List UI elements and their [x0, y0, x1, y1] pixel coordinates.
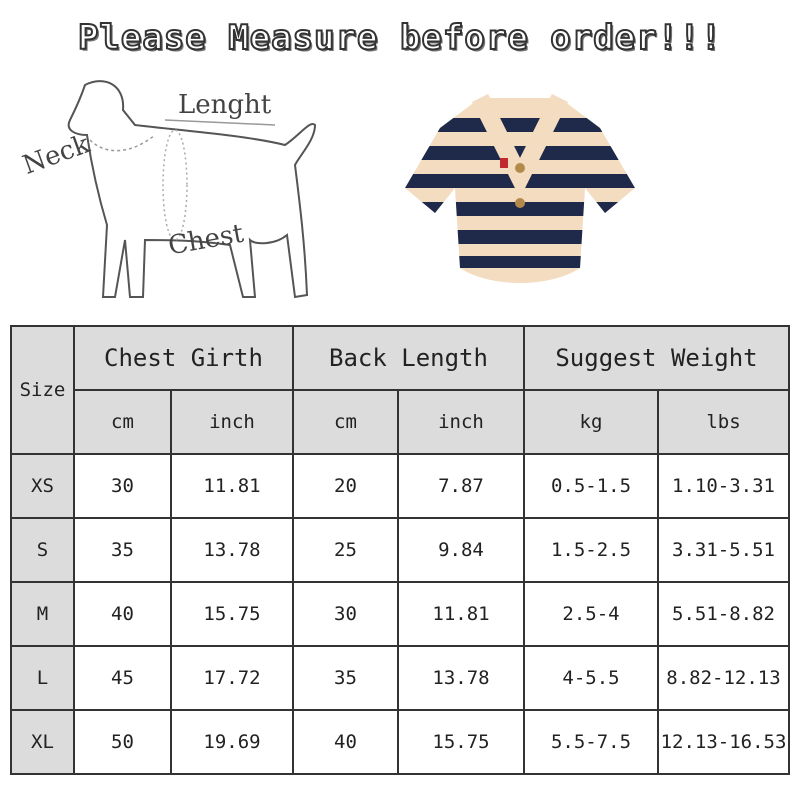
value-cell: 0.5-1.5: [523, 453, 659, 519]
sweater-image: [405, 93, 635, 283]
unit-header: inch: [397, 389, 525, 455]
size-cell: L: [10, 645, 75, 711]
value-cell: 25: [292, 517, 399, 583]
value-cell: 11.81: [170, 453, 294, 519]
unit-header-row: cm inch cm inch kg lbs: [11, 389, 790, 455]
size-cell: XS: [10, 453, 75, 519]
value-cell: 19.69: [170, 709, 294, 775]
value-cell: 20: [292, 453, 399, 519]
table-row: S 35 13.78 25 9.84 1.5-2.5 3.31-5.51: [10, 517, 790, 583]
value-cell: 40: [292, 709, 399, 775]
page-title: Please Measure before order!!!: [77, 17, 723, 59]
value-cell: 15.75: [170, 581, 294, 647]
value-cell: 11.81: [397, 581, 525, 647]
value-cell: 15.75: [397, 709, 525, 775]
value-cell: 5.5-7.5: [523, 709, 659, 775]
value-cell: 50: [73, 709, 172, 775]
value-cell: 30: [73, 453, 172, 519]
value-cell: 4-5.5: [523, 645, 659, 711]
value-cell: 40: [73, 581, 172, 647]
size-header: Size: [10, 325, 75, 455]
value-cell: 13.78: [170, 517, 294, 583]
value-cell: 7.87: [397, 453, 525, 519]
table-row: L 45 17.72 35 13.78 4-5.5 8.82-12.13: [10, 645, 790, 711]
table-row: M 40 15.75 30 11.81 2.5-4 5.51-8.82: [10, 581, 790, 647]
unit-header: cm: [292, 389, 399, 455]
size-chart-table: Size Chest Girth Back Length Suggest Wei…: [10, 325, 790, 775]
value-cell: 8.82-12.13: [657, 645, 790, 711]
group-header-row: Size Chest Girth Back Length Suggest Wei…: [10, 325, 790, 455]
value-cell: 9.84: [397, 517, 525, 583]
dog-measurement-diagram: [67, 80, 317, 299]
value-cell: 35: [292, 645, 399, 711]
value-cell: 1.10-3.31: [657, 453, 790, 519]
value-cell: 3.31-5.51: [657, 517, 790, 583]
size-cell: S: [10, 517, 75, 583]
group-header: Back Length: [292, 325, 525, 391]
group-header: Suggest Weight: [523, 325, 790, 391]
unit-header: lbs: [657, 389, 790, 455]
value-cell: 45: [73, 645, 172, 711]
length-label: Lenght: [178, 90, 272, 120]
value-cell: 1.5-2.5: [523, 517, 659, 583]
size-cell: XL: [10, 709, 75, 775]
unit-header: inch: [170, 389, 294, 455]
value-cell: 2.5-4: [523, 581, 659, 647]
value-cell: 5.51-8.82: [657, 581, 790, 647]
group-header: Chest Girth: [73, 325, 294, 391]
value-cell: 12.13-16.53: [657, 709, 790, 775]
value-cell: 13.78: [397, 645, 525, 711]
value-cell: 17.72: [170, 645, 294, 711]
unit-header: cm: [73, 389, 172, 455]
value-cell: 35: [73, 517, 172, 583]
table-row: XS 30 11.81 20 7.87 0.5-1.5 1.10-3.31: [10, 453, 790, 519]
value-cell: 30: [292, 581, 399, 647]
size-cell: M: [10, 581, 75, 647]
table-row: XL 50 19.69 40 15.75 5.5-7.5 12.13-16.53: [10, 709, 790, 775]
unit-header: kg: [523, 389, 659, 455]
